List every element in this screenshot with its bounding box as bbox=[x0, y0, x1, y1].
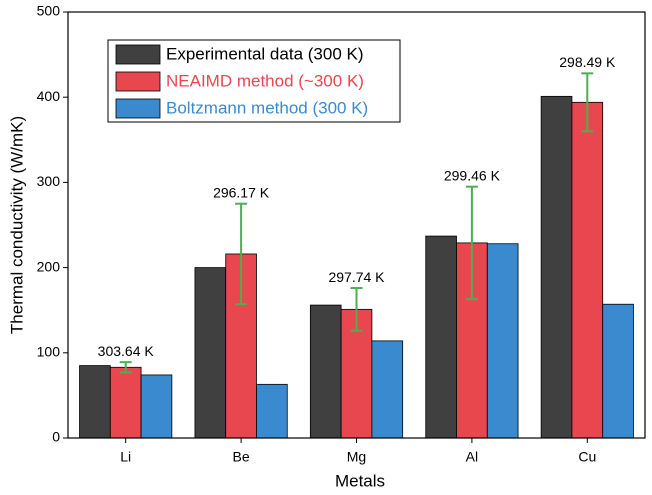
error-bar bbox=[119, 361, 132, 374]
legend-label: Experimental data (300 K) bbox=[166, 44, 364, 63]
legend-swatch bbox=[115, 44, 161, 65]
x-tick-label: Be bbox=[233, 449, 250, 465]
error-bar bbox=[581, 72, 594, 133]
x-tick-label: Li bbox=[120, 449, 131, 465]
bar bbox=[309, 304, 342, 439]
error-bar bbox=[350, 287, 363, 332]
bar bbox=[425, 235, 457, 439]
error-bar bbox=[465, 185, 478, 301]
legend-swatch bbox=[115, 71, 161, 92]
y-tick-label: 300 bbox=[37, 173, 61, 189]
bar bbox=[256, 383, 288, 439]
bar bbox=[571, 101, 604, 439]
bar bbox=[140, 374, 173, 439]
annotation: 296.17 K bbox=[213, 184, 270, 200]
bar bbox=[540, 95, 573, 439]
bar bbox=[371, 340, 404, 439]
bar bbox=[194, 267, 227, 439]
annotation: 303.64 K bbox=[98, 343, 155, 359]
annotation: 298.49 K bbox=[559, 54, 616, 70]
x-tick-label: Cu bbox=[578, 449, 596, 465]
legend-swatch bbox=[115, 98, 161, 119]
bar bbox=[79, 365, 111, 439]
error-bar bbox=[235, 202, 248, 306]
legend-label: Boltzmann method (300 K) bbox=[166, 98, 368, 117]
x-tick-label: Mg bbox=[347, 449, 366, 465]
y-tick-label: 400 bbox=[37, 88, 61, 104]
bar bbox=[486, 243, 519, 439]
bar bbox=[109, 366, 142, 439]
y-tick-label: 0 bbox=[52, 429, 60, 445]
x-axis-title: Metals bbox=[335, 471, 385, 490]
plot-frame bbox=[67, 11, 646, 439]
x-tick-label: Al bbox=[466, 449, 478, 465]
y-tick-label: 500 bbox=[37, 3, 61, 19]
y-axis-title: Thermal conductivity (W/mK) bbox=[7, 116, 26, 334]
bar bbox=[602, 303, 634, 439]
annotation: 297.74 K bbox=[328, 269, 385, 285]
y-tick-label: 200 bbox=[37, 258, 61, 274]
y-tick-label: 100 bbox=[37, 344, 61, 360]
annotation: 299.46 K bbox=[444, 167, 501, 183]
legend-label: NEAIMD method (~300 K) bbox=[166, 71, 364, 90]
